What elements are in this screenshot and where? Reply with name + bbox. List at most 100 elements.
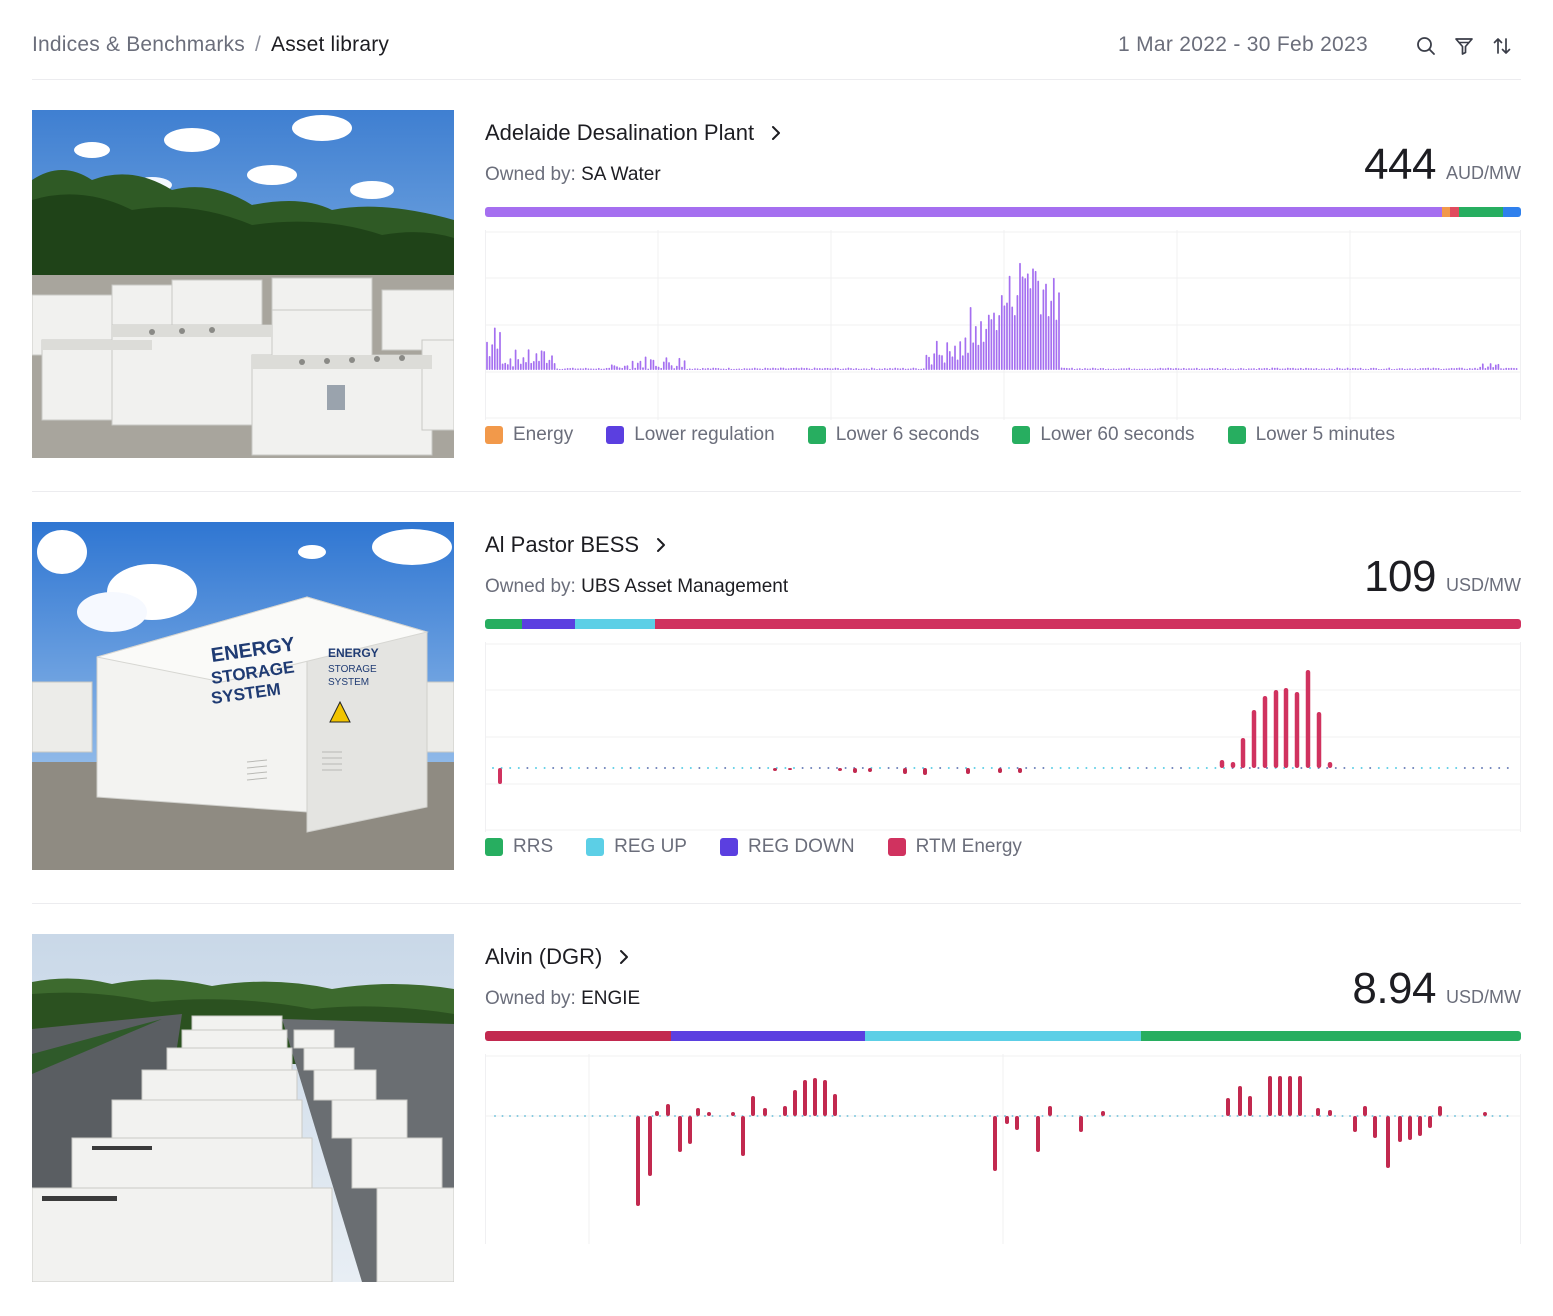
chart-bar bbox=[1019, 1115, 1021, 1117]
chart-bar bbox=[1219, 368, 1222, 370]
chart-bar bbox=[894, 367, 897, 370]
chart-bar bbox=[928, 356, 930, 370]
chart-bar bbox=[769, 368, 772, 370]
asset-title-link[interactable]: Al Pastor BESS bbox=[485, 532, 667, 558]
breadcrumb-parent-link[interactable]: Indices & Benchmarks bbox=[32, 33, 245, 56]
chart-bar bbox=[1169, 367, 1172, 370]
chart-bar bbox=[1418, 1116, 1422, 1136]
chart-bar bbox=[1316, 712, 1322, 768]
chart-bar bbox=[709, 368, 712, 370]
legend-label: Lower regulation bbox=[634, 424, 775, 445]
chart-bar bbox=[959, 1115, 961, 1117]
legend-item[interactable]: Energy bbox=[485, 424, 573, 446]
asset-title-link[interactable]: Adelaide Desalination Plant bbox=[485, 120, 782, 146]
chart-bar bbox=[1068, 368, 1071, 370]
chart-bar bbox=[681, 366, 683, 370]
chart-bar bbox=[612, 767, 615, 769]
legend-item[interactable]: Lower regulation bbox=[606, 424, 775, 446]
chart-bar bbox=[838, 768, 842, 771]
asset-card: Alvin (DGR) Owned by: ENGIE 8.94 USD/MW bbox=[32, 904, 1521, 1316]
chart-bar bbox=[501, 1115, 504, 1117]
asset-name: Al Pastor BESS bbox=[485, 532, 640, 557]
chart-bar bbox=[1255, 368, 1258, 370]
chart-bar bbox=[839, 368, 842, 370]
chart-bar bbox=[915, 368, 917, 370]
chart-bar bbox=[1474, 367, 1476, 370]
chart-bar bbox=[973, 767, 976, 769]
mix-segment bbox=[865, 1031, 1141, 1041]
chart-bar bbox=[599, 1115, 601, 1117]
legend-item[interactable]: REG DOWN bbox=[719, 836, 855, 858]
chart-bar bbox=[1109, 1115, 1111, 1117]
chart-bar bbox=[704, 368, 707, 370]
filter-icon[interactable] bbox=[1453, 35, 1475, 57]
asset-title-link[interactable]: Alvin (DGR) bbox=[485, 944, 630, 970]
chart-bar bbox=[1214, 368, 1216, 370]
legend-item[interactable]: RTM Energy bbox=[887, 836, 1022, 858]
chart-bar bbox=[584, 1115, 586, 1117]
chart-bar bbox=[1026, 273, 1029, 370]
chart-bar bbox=[961, 355, 964, 370]
chart-bar bbox=[1351, 367, 1354, 370]
chart-bar bbox=[1288, 1076, 1292, 1116]
chart-bar bbox=[1505, 367, 1508, 370]
chart-bar bbox=[1331, 368, 1333, 370]
chart-bar bbox=[1424, 367, 1427, 370]
date-range-picker[interactable]: 1 Mar 2022 - 30 Feb 2023 bbox=[1117, 33, 1368, 56]
chart-bar bbox=[1455, 767, 1458, 769]
chart-bar bbox=[1197, 767, 1200, 769]
chart-bar bbox=[1502, 368, 1505, 370]
chart-bar bbox=[1453, 368, 1456, 370]
chart-bar bbox=[1506, 1115, 1509, 1117]
chart-bar bbox=[761, 368, 764, 370]
chart-bar bbox=[969, 306, 972, 370]
chart-bar bbox=[1000, 294, 1003, 370]
chart-bar bbox=[873, 368, 876, 370]
chart-bar bbox=[990, 319, 993, 370]
owner-label: Owned by: bbox=[485, 164, 576, 185]
legend-item[interactable]: Lower 6 seconds bbox=[807, 424, 979, 446]
chart-bar bbox=[1034, 1115, 1036, 1117]
chart-bar bbox=[1309, 767, 1311, 769]
chart-bar bbox=[1240, 738, 1246, 768]
chart-bar bbox=[977, 344, 980, 370]
sort-icon[interactable] bbox=[1491, 35, 1513, 57]
svg-text:STORAGE: STORAGE bbox=[328, 664, 377, 675]
legend-item[interactable]: Lower 60 seconds bbox=[1012, 424, 1195, 446]
owner-name: ENGIE bbox=[581, 988, 641, 1009]
price-value: 8.94 bbox=[1352, 964, 1436, 1013]
chart-bar bbox=[869, 1115, 871, 1117]
chart-bar bbox=[689, 767, 692, 769]
chart-bar bbox=[1469, 1115, 1471, 1117]
chart-bar bbox=[644, 1115, 646, 1117]
chart-bar bbox=[1021, 276, 1024, 370]
chart-bar bbox=[696, 1108, 700, 1116]
chart-bar bbox=[1325, 368, 1328, 370]
chart-bar bbox=[1373, 1116, 1377, 1138]
legend-item[interactable]: RRS bbox=[485, 836, 553, 858]
chart-bar bbox=[1094, 767, 1096, 769]
legend-item[interactable]: Lower 5 minutes bbox=[1227, 424, 1395, 446]
mix-segment bbox=[1449, 207, 1459, 217]
chart-bar bbox=[938, 354, 941, 370]
legend-swatch bbox=[1227, 426, 1246, 444]
chart-bar bbox=[1416, 1115, 1419, 1117]
chart-bar bbox=[1491, 1115, 1494, 1117]
chart-bar bbox=[1492, 366, 1495, 370]
chart-bar bbox=[1311, 1115, 1314, 1117]
chart-bar bbox=[1422, 367, 1424, 370]
search-icon[interactable] bbox=[1415, 35, 1437, 57]
chart-bar bbox=[543, 351, 546, 370]
legend-item[interactable]: REG UP bbox=[586, 836, 687, 858]
chart-bar bbox=[1133, 368, 1136, 370]
chart-bar bbox=[1146, 368, 1149, 370]
legend-swatch bbox=[606, 426, 625, 444]
chart-bar bbox=[616, 366, 618, 370]
chart-bar bbox=[1386, 767, 1389, 769]
revenue-chart bbox=[485, 1054, 1521, 1244]
chart-bar bbox=[777, 368, 780, 370]
chart-bar bbox=[1281, 1115, 1284, 1117]
chart-bar bbox=[552, 767, 555, 769]
chart-bar bbox=[1257, 767, 1260, 769]
chart-bar bbox=[1036, 1116, 1040, 1152]
